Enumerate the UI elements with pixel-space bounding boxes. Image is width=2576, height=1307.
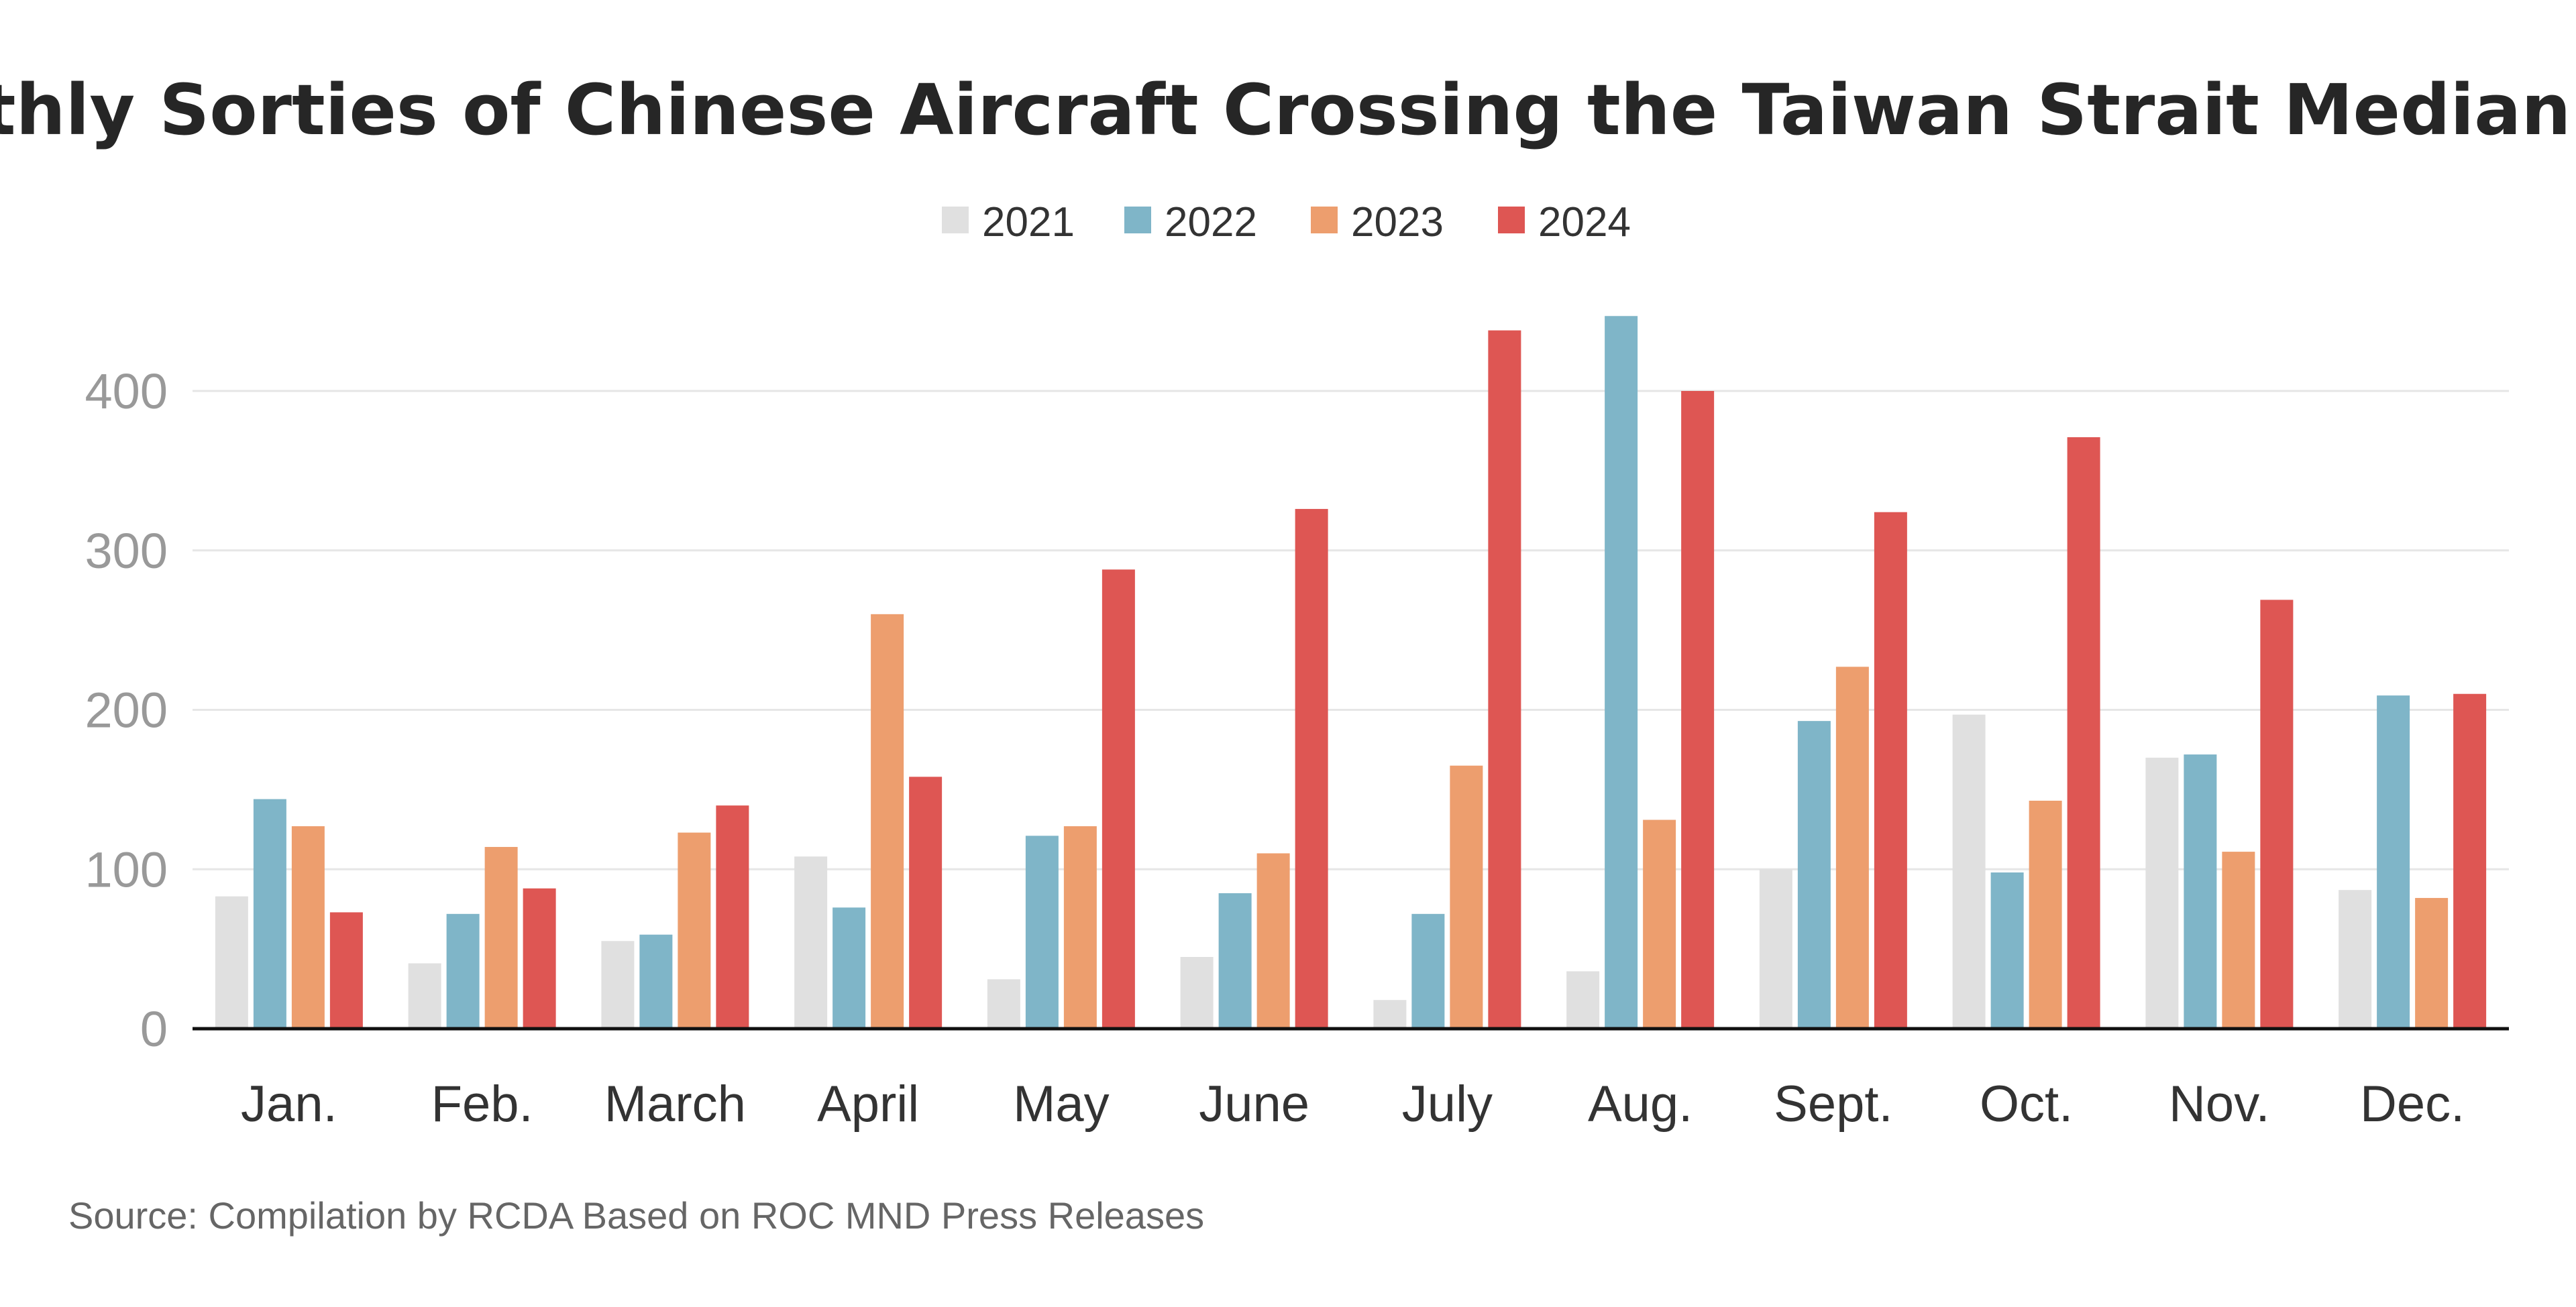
bar-2024-nov: [2260, 600, 2294, 1029]
x-tick-label: Oct.: [1980, 1076, 2073, 1133]
bars: [215, 316, 2487, 1029]
bar-2023-dec: [2415, 898, 2449, 1029]
bar-2023-sept: [1835, 667, 1869, 1029]
bar-2023-oct: [2029, 801, 2062, 1029]
y-tick-label: 400: [85, 363, 168, 419]
bar-2022-july: [1411, 913, 1445, 1029]
legend-swatch-2024: [1498, 207, 1525, 233]
legend-label-2021: 2021: [982, 199, 1075, 245]
x-tick-label: March: [604, 1076, 746, 1133]
x-tick-label: April: [817, 1076, 919, 1133]
bar-2023-feb: [484, 846, 518, 1029]
bar-2023-july: [1450, 765, 1483, 1029]
bar-2022-feb: [446, 913, 480, 1029]
bar-2024-aug: [1681, 391, 1715, 1029]
y-tick-label: 0: [140, 1001, 168, 1057]
x-tick-label: June: [1199, 1076, 1309, 1133]
bar-2023-may: [1063, 826, 1097, 1029]
bar-2021-nov: [2145, 757, 2179, 1029]
legend-swatch-2021: [942, 207, 969, 233]
bar-2021-march: [601, 941, 635, 1029]
bar-2023-jan: [291, 826, 325, 1029]
bar-2024-jan: [329, 912, 363, 1029]
bar-2024-oct: [2067, 437, 2100, 1029]
bar-2024-may: [1102, 569, 1135, 1029]
x-tick-label: Sept.: [1774, 1076, 1892, 1133]
bar-2024-june: [1295, 508, 1328, 1029]
bar-2023-aug: [1643, 819, 1676, 1029]
y-tick-label: 200: [85, 683, 168, 738]
bar-2024-april: [909, 777, 943, 1029]
bar-2022-sept: [1797, 721, 1831, 1029]
legend-swatch-2023: [1311, 207, 1338, 233]
bar-2022-march: [639, 934, 673, 1029]
bar-2021-jan: [215, 896, 248, 1029]
bar-2021-aug: [1566, 971, 1600, 1029]
bar-2024-march: [716, 805, 749, 1029]
bar-2022-april: [833, 907, 866, 1029]
legend-label-2022: 2022: [1165, 199, 1257, 245]
y-axis: 0 100 200 300 400: [85, 363, 168, 1057]
bar-2021-july: [1373, 1000, 1407, 1029]
bar-2023-april: [871, 614, 904, 1029]
x-tick-label: Dec.: [2360, 1076, 2465, 1133]
bar-2022-june: [1218, 893, 1252, 1029]
bar-2021-dec: [2339, 890, 2372, 1029]
x-tick-label: July: [1402, 1076, 1493, 1133]
legend-swatch-2022: [1124, 207, 1151, 233]
x-tick-label: Jan.: [241, 1076, 337, 1133]
x-axis: Jan. Feb. March April May June July Aug. Sept. Oc…: [241, 1076, 2465, 1133]
x-tick-label: May: [1013, 1076, 1110, 1133]
source-note: Source: Compilation by RCDA Based on ROC…: [68, 1194, 1204, 1237]
gridlines: [193, 390, 2509, 870]
bar-2021-oct: [1952, 714, 1986, 1029]
bar-2021-april: [794, 856, 828, 1029]
bar-2021-may: [987, 979, 1020, 1029]
bar-2024-feb: [523, 888, 556, 1029]
x-tick-label: Aug.: [1588, 1076, 1693, 1133]
x-tick-label: Nov.: [2169, 1076, 2270, 1133]
bar-2021-june: [1180, 957, 1214, 1029]
bar-2021-sept: [1759, 869, 1792, 1029]
bar-2022-jan: [253, 799, 286, 1029]
bar-2024-dec: [2453, 693, 2487, 1029]
legend-label-2023: 2023: [1351, 199, 1444, 245]
y-tick-label: 100: [85, 842, 168, 897]
bar-2022-oct: [1990, 872, 2024, 1029]
y-tick-label: 300: [85, 523, 168, 579]
bar-2023-june: [1256, 853, 1290, 1029]
bar-2022-may: [1025, 836, 1059, 1029]
legend: 2021 2022 2023 2024: [942, 199, 1631, 245]
bar-2023-march: [678, 832, 711, 1029]
bar-2023-nov: [2222, 852, 2255, 1029]
x-tick-label: Feb.: [431, 1076, 533, 1133]
bar-2022-nov: [2184, 754, 2217, 1029]
legend-label-2024: 2024: [1538, 199, 1631, 245]
chart-title: Monthly Sorties of Chinese Aircraft Cros…: [0, 69, 2576, 151]
bar-2021-feb: [408, 963, 441, 1029]
bar-2022-aug: [1605, 316, 1638, 1029]
bar-2024-sept: [1874, 512, 1907, 1029]
bar-2024-july: [1488, 330, 1521, 1029]
bar-2022-dec: [2377, 695, 2410, 1029]
